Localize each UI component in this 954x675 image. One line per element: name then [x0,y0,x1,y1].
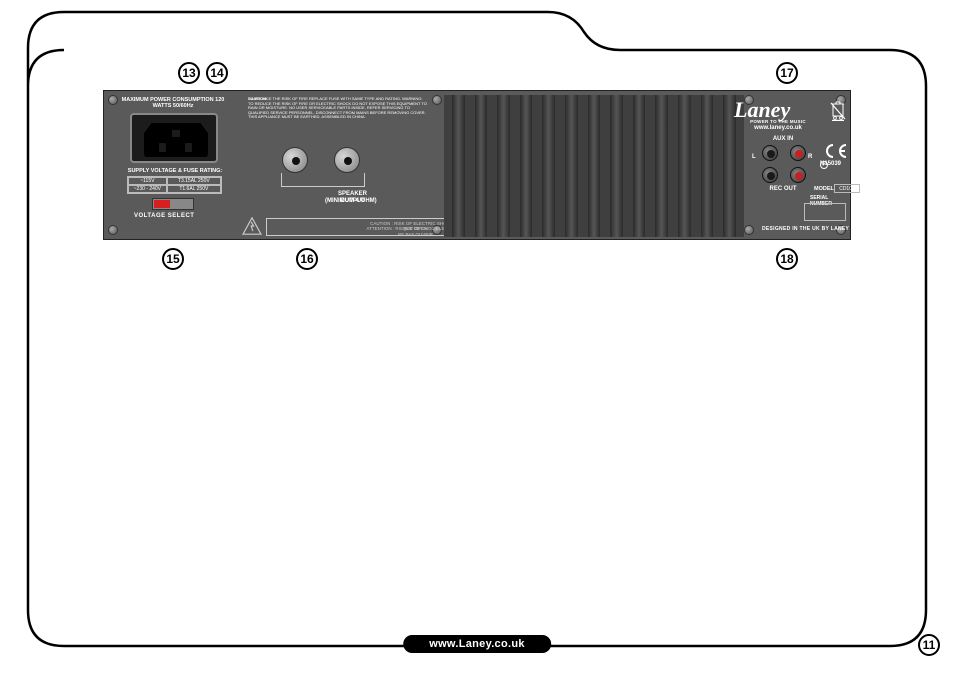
callout-17: 17 [776,62,798,84]
model-label: MODEL [814,186,834,192]
serial-number-box [804,203,846,221]
iec-earth-pin [171,129,181,138]
speaker-output-jack-1[interactable] [282,147,308,173]
page-number: 11 [918,634,940,656]
rec-out-left-rca[interactable] [762,167,778,183]
jack-hole-icon [292,157,300,165]
iec-neutral-pin [184,142,193,153]
right-channel-label: R [808,154,812,160]
caution-body: TO REDUCE THE RISK OF FIRE REPLACE FUSE … [248,97,428,120]
rca-core-icon [795,150,803,158]
iec-socket-icon [144,123,208,157]
iec-power-inlet[interactable] [130,113,218,163]
brand-tagline: POWER TO THE MUSIC [738,119,818,124]
aux-in-right-rca[interactable] [790,145,806,161]
fuse-rating-table: ~115V T3.15AL 250V ~230 - 240V T1.6AL 25… [127,176,222,194]
heatsink-fin [565,95,578,237]
heatsink-fin [633,95,646,237]
speaker-output-jack-2[interactable] [334,147,360,173]
callout-13: 13 [178,62,200,84]
heatsink-fin [452,95,465,237]
heatsink-fin [678,95,691,237]
brand-url: www.laney.co.uk [738,125,818,131]
heatsink-fin [497,95,510,237]
panel-screw-icon [108,225,118,235]
heatsink-fin [475,95,488,237]
model-value: CD100 [834,184,860,193]
rca-core-icon [767,150,775,158]
speaker-sub-text: (MINIMUM 4 OHM) [325,198,377,205]
heatsink-fin [520,95,533,237]
rec-out-label: REC OUT [758,186,808,192]
rca-core-icon [795,172,803,180]
designed-by-label: DESIGNED IN THE UK BY LANEY [762,226,849,232]
rec-out-right-rca[interactable] [790,167,806,183]
speaker-bracket [281,173,365,187]
panel-screw-icon [108,95,118,105]
fuse-cell: ~230 - 240V [128,185,167,193]
rca-core-icon [767,172,775,180]
fuse-cell: T3.15AL 250V [167,177,221,185]
voltage-select-switch[interactable] [152,198,194,210]
warning-box: CAUTION : RISK OF ELECTRIC SHOCK DO NOT … [266,218,466,236]
heatsink-fin [542,95,555,237]
fuse-cell: T1.6AL 250V [167,185,221,193]
fuse-cell: ~115V [128,177,167,185]
n-cert-number: N15039 [820,161,841,167]
rear-panel: MAXIMUM POWER CONSUMPTION 120 WATTS 50/6… [103,90,851,240]
heatsink-fin [655,95,668,237]
voltage-select-label: VOLTAGE SELECT [134,213,194,219]
callout-14: 14 [206,62,228,84]
heatsink [444,95,744,237]
voltage-slider [154,200,170,208]
aux-in-label: AUX IN [758,136,808,142]
brand-logo: Laney [734,97,824,121]
shock-hazard-icon [242,217,262,235]
left-channel-label: L [752,154,756,160]
panel-screw-icon [744,225,754,235]
heatsink-fin [610,95,623,237]
aux-in-left-rca[interactable] [762,145,778,161]
fuse-rating-label: SUPPLY VOLTAGE & FUSE RATING: [116,168,234,174]
iec-live-pin [158,142,167,153]
heatsink-fin [588,95,601,237]
power-consumption-label: MAXIMUM POWER CONSUMPTION 120 WATTS 50/6… [118,97,228,109]
panel-screw-icon [432,95,442,105]
callout-15: 15 [162,248,184,270]
footer-url: www.Laney.co.uk [403,635,551,653]
heatsink-fin [701,95,714,237]
callout-18: 18 [776,248,798,270]
callout-16: 16 [296,248,318,270]
jack-hole-icon [344,157,352,165]
weee-bin-icon [830,101,846,121]
speaker-output-label: SPEAKER OUTPUT (MINIMUM 4 OHM) [270,191,380,198]
